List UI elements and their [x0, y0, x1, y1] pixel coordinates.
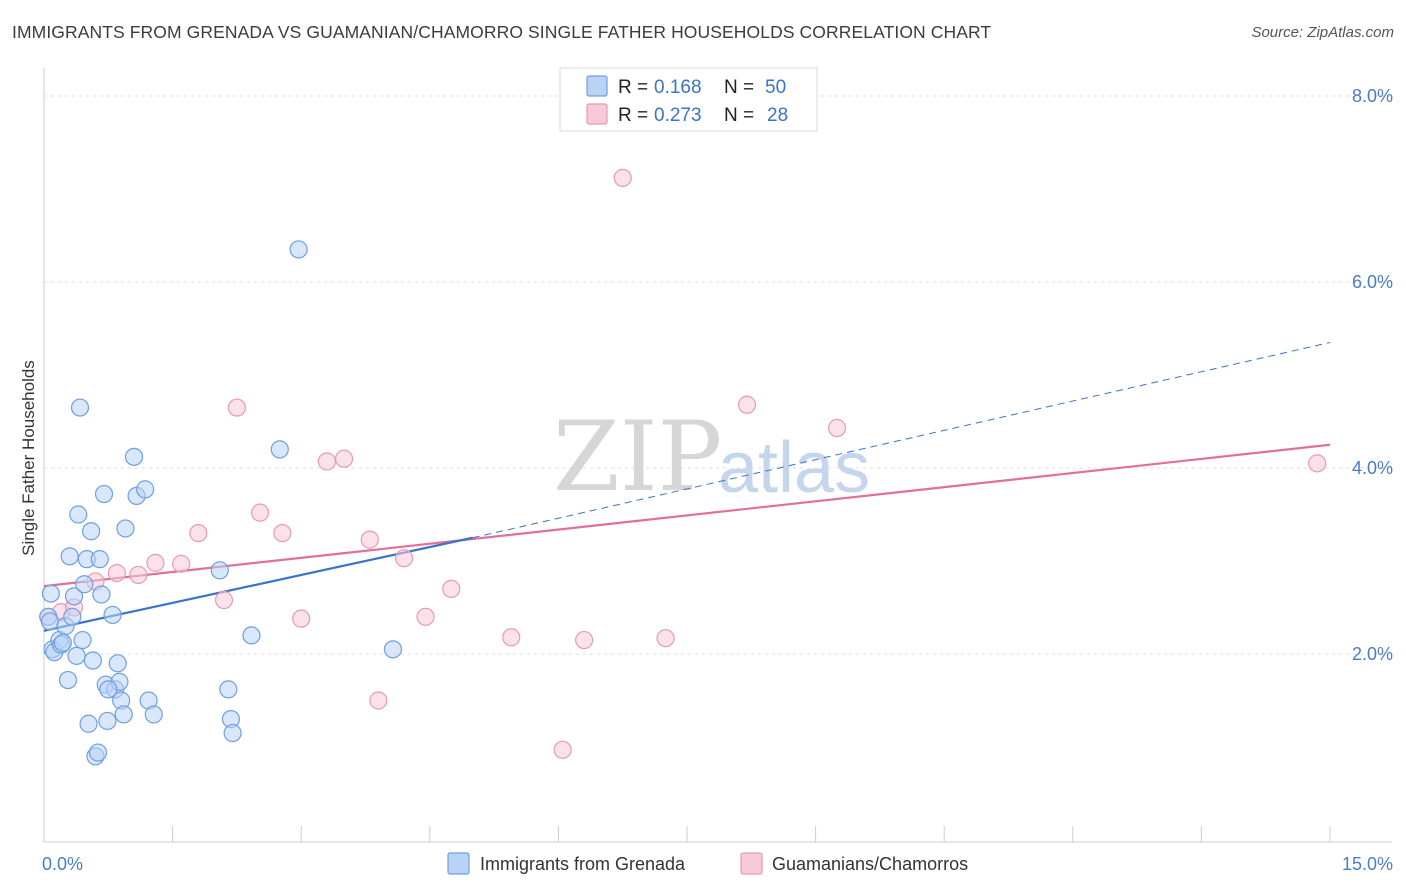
guamanian-point: [575, 630, 594, 650]
grenada-point: [92, 585, 111, 604]
guamanian-trend-line: [43, 443, 1331, 588]
x-tick-label: 0.0%: [42, 854, 83, 874]
grenada-point: [90, 550, 109, 569]
axes: [43, 68, 1392, 843]
grenada-point: [40, 612, 60, 631]
grenada-point: [83, 651, 102, 670]
y-axis-title: Single Father Households: [19, 360, 38, 556]
grenada-point: [103, 605, 122, 625]
grenada-point: [144, 705, 163, 724]
chart-title: IMMIGRANTS FROM GRENADA VS GUAMANIAN/CHA…: [12, 22, 992, 42]
legend-n-label: N =: [724, 77, 754, 98]
guamanian-point: [394, 549, 414, 568]
grenada-point: [124, 447, 144, 466]
grenada-point: [58, 670, 78, 690]
legend-n-label: N =: [724, 105, 754, 126]
guamanian-point: [502, 628, 521, 647]
grenada-point: [67, 646, 86, 665]
grenada-point: [63, 607, 82, 626]
series-legend-label-pink: Guamanians/Chamorros: [772, 854, 968, 874]
legend-r-value: 0.168: [654, 77, 702, 98]
grenada-point: [94, 484, 114, 504]
grenada-point: [219, 680, 238, 699]
guamanian-point: [656, 629, 675, 648]
grenada-point: [41, 584, 60, 603]
guamanian-point: [1308, 454, 1327, 473]
grenada-point: [70, 398, 90, 417]
y-tick-label: 6.0%: [1352, 272, 1393, 292]
series-legend-swatch-blue: [447, 852, 470, 875]
legend: R = 0.168 N = 50 R = 0.273 N = 28: [559, 67, 818, 132]
grid-lines: [44, 95, 1392, 655]
legend-swatch-blue: [586, 75, 608, 97]
y-tick-label: 8.0%: [1352, 86, 1393, 106]
grenada-point: [242, 626, 261, 645]
guamanian-point: [189, 523, 208, 543]
x-tick-labels: 0.0% 15.0%: [42, 854, 1393, 874]
grenada-point: [69, 505, 88, 524]
grenada-point: [79, 714, 98, 733]
grenada-point: [383, 640, 403, 659]
grenada-point: [82, 522, 101, 541]
series-legend-swatch-pink: [740, 852, 763, 875]
guamanian-point: [214, 590, 234, 610]
grenada-point: [289, 240, 308, 259]
data-points: [39, 168, 1327, 766]
grenada-point: [210, 561, 229, 580]
legend-swatch-pink: [586, 103, 608, 125]
grenada-point: [73, 630, 92, 650]
grenada-point: [108, 654, 127, 673]
grenada-point: [116, 519, 135, 538]
y-tick-label: 2.0%: [1352, 644, 1393, 664]
grenada-point: [114, 705, 133, 724]
guamanian-point: [360, 530, 379, 549]
guamanian-point: [737, 395, 757, 414]
guamanian-point: [273, 523, 292, 543]
guamanian-point: [334, 449, 354, 468]
grenada-point: [88, 743, 108, 762]
grenada-point: [53, 633, 72, 652]
grenada-point: [64, 587, 84, 606]
guamanian-point: [553, 740, 572, 759]
guamanian-point: [613, 168, 632, 187]
guamanian-point: [172, 554, 191, 573]
watermark: ZIP atlas: [553, 401, 870, 513]
grenada-point: [270, 440, 289, 459]
guamanian-point: [129, 565, 148, 585]
series-legend-label-blue: Immigrants from Grenada: [480, 854, 686, 874]
chart-source: Source: ZipAtlas.com: [1251, 24, 1394, 41]
y-tick-label: 4.0%: [1352, 458, 1393, 478]
y-tick-labels: 2.0% 4.0% 6.0% 8.0%: [1352, 86, 1393, 664]
legend-n-value: 50: [765, 77, 786, 98]
guamanian-point: [227, 398, 246, 417]
legend-r-label: R =: [618, 77, 648, 98]
guamanian-point: [442, 579, 461, 599]
guamanian-point: [369, 691, 388, 710]
watermark-zip: ZIP: [553, 401, 722, 513]
grenada-point: [60, 547, 79, 566]
legend-n-value: 28: [767, 105, 788, 126]
guamanian-point: [416, 607, 435, 626]
grenada-point: [98, 711, 117, 731]
guamanian-point: [250, 503, 270, 522]
legend-r-value: 0.273: [654, 105, 702, 126]
grenada-point: [75, 575, 94, 594]
guamanian-point: [107, 563, 126, 583]
guamanian-point: [146, 553, 165, 572]
watermark-atlas: atlas: [718, 428, 870, 508]
guamanian-point: [292, 609, 311, 628]
guamanian-point: [827, 418, 847, 438]
grenada-point: [223, 723, 242, 743]
grenada-point: [99, 680, 118, 699]
legend-r-label: R =: [618, 105, 648, 126]
grenada-point: [136, 480, 155, 499]
x-tick-label: 15.0%: [1342, 854, 1393, 874]
guamanian-point: [317, 452, 337, 471]
series-legend: Immigrants from Grenada Guamanians/Chamo…: [447, 852, 968, 875]
grenada-trend-extension: [472, 341, 1331, 539]
